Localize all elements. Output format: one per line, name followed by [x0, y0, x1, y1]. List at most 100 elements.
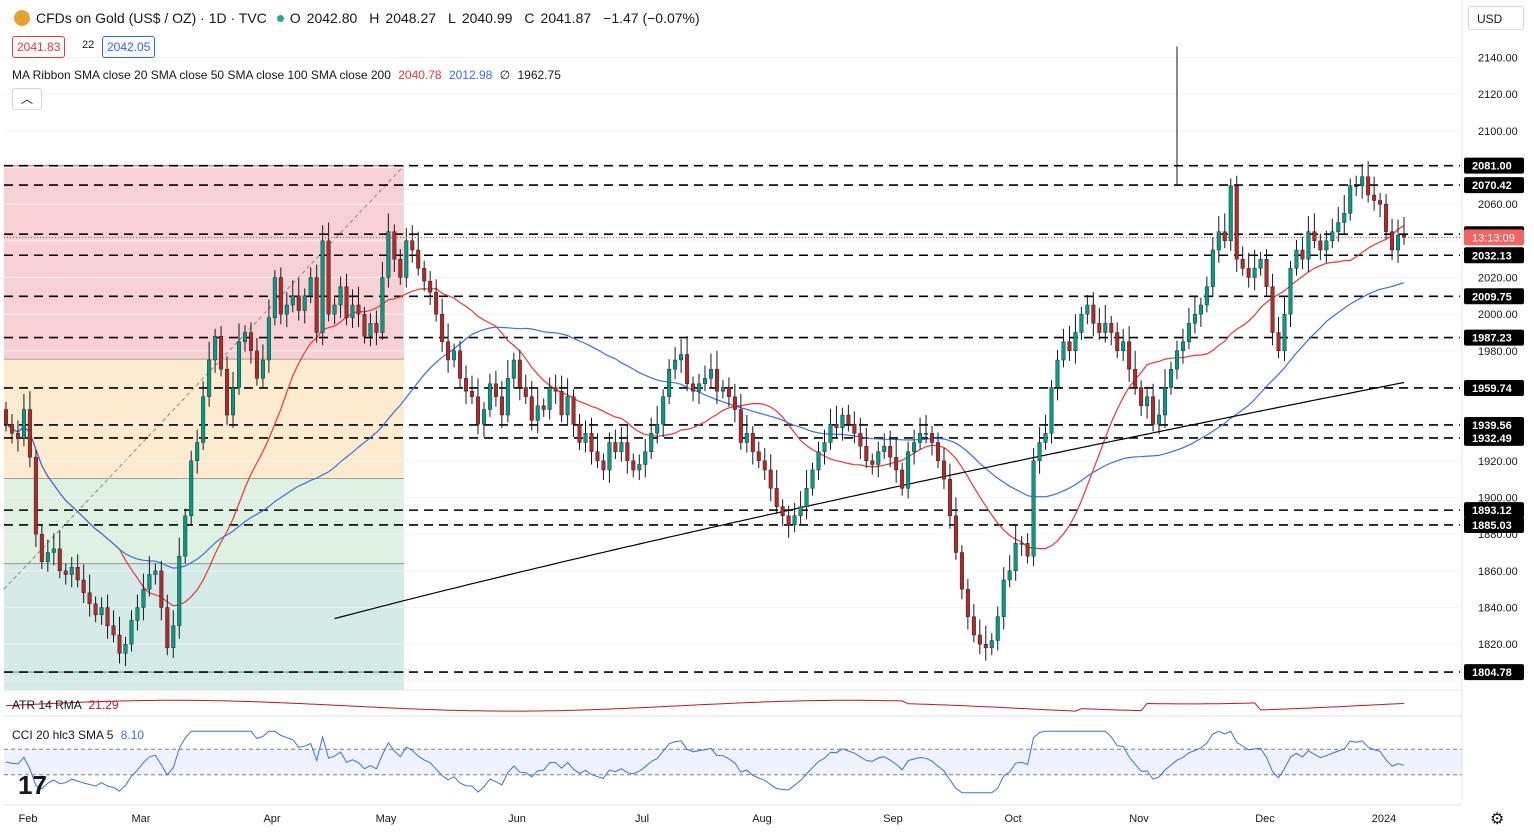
candle-body — [685, 354, 690, 385]
candle-body — [1007, 570, 1012, 581]
sma100-value: ∅ — [499, 68, 511, 82]
fib-zone — [4, 478, 404, 564]
time-axis[interactable]: Feb Mar Apr May Jun Jul Aug Sep Oct Nov Dec 2024 — [19, 813, 1397, 825]
sma20-value: 2040.78 — [398, 68, 442, 82]
sma200-line — [334, 381, 1405, 620]
candle-body — [284, 304, 289, 315]
candle-body — [1324, 240, 1329, 251]
symbol-title[interactable]: CFDs on Gold (US$ / OZ) · 1D · TVC — [36, 10, 267, 26]
level-price-label: 1804.78 — [1472, 667, 1512, 679]
candle-body — [876, 451, 881, 465]
candle-body — [1133, 368, 1138, 388]
candle-body — [219, 335, 224, 370]
price-change: −1.47 (−0.07%) — [603, 10, 700, 26]
candle-body — [774, 488, 779, 507]
fib-zone — [4, 165, 404, 360]
atr-legend[interactable]: ATR 14 RMA 21.29 — [12, 698, 119, 712]
candle-body — [816, 451, 821, 471]
candle-body — [1055, 359, 1060, 388]
candle-body — [870, 460, 875, 465]
candle-body — [278, 277, 283, 315]
ma-ribbon-legend[interactable]: MA Ribbon SMA close 20 SMA close 50 SMA … — [12, 68, 561, 82]
candle-body — [977, 634, 982, 645]
candle-body — [225, 368, 230, 416]
candle-body — [1378, 200, 1383, 205]
level-price-badge — [1464, 416, 1524, 433]
price-tick-label: 2140.00 — [1478, 53, 1518, 65]
candle-body — [906, 451, 911, 489]
time-tick-label: May — [376, 813, 397, 825]
time-tick-label: Nov — [1129, 813, 1149, 825]
candle-body — [1222, 231, 1227, 242]
candle-body — [924, 433, 929, 435]
level-price-badge — [1464, 379, 1524, 396]
candle-body — [314, 277, 319, 333]
candle-body — [99, 607, 104, 616]
candle-body — [1174, 350, 1179, 370]
level-price-label: 1893.12 — [1472, 505, 1512, 517]
candle-body — [1372, 194, 1377, 201]
candle-body — [201, 396, 206, 443]
candle-body — [792, 515, 797, 526]
candle-body — [440, 313, 445, 342]
candle-body — [141, 588, 146, 608]
candle-body — [452, 350, 457, 361]
candle-body — [33, 456, 38, 535]
candle-body — [63, 570, 68, 575]
atr-label: ATR 14 RMA — [12, 698, 82, 712]
candle-body — [1091, 304, 1096, 324]
candle-body — [350, 304, 355, 319]
candle-body — [583, 433, 588, 443]
gear-icon[interactable]: ⚙ — [1490, 811, 1505, 828]
candle-body — [577, 423, 582, 443]
candle-body — [553, 387, 558, 392]
candle-body — [1013, 543, 1018, 572]
candle-body — [1348, 185, 1353, 214]
candle-body — [900, 469, 905, 489]
candle-body — [290, 295, 295, 306]
candle-body — [39, 533, 44, 562]
candle-body — [183, 515, 188, 557]
moving-average-lines — [5, 224, 1405, 620]
candle-body — [171, 625, 176, 649]
candle-body — [338, 286, 343, 306]
candle-body — [105, 607, 110, 627]
candle-body — [547, 387, 552, 410]
candle-body — [248, 332, 253, 352]
candle-body — [1288, 268, 1293, 315]
candle-body — [936, 442, 940, 462]
cci-legend[interactable]: CCI 20 hlc3 SMA 5 8.10 — [12, 728, 144, 742]
candle-body — [714, 368, 719, 392]
price-axis[interactable]: 1820.001840.001860.001880.001900.001920.… — [1461, 0, 1534, 833]
candle-body — [57, 548, 62, 572]
candle-body — [1258, 258, 1263, 269]
candle-body — [1067, 341, 1072, 352]
candle-body — [1318, 240, 1323, 251]
level-price-badge — [1464, 429, 1524, 446]
candle-body — [15, 433, 20, 440]
level-price-label: 2009.75 — [1472, 291, 1512, 303]
candle-body — [1043, 433, 1048, 443]
candle-body — [464, 378, 469, 392]
currency-selector[interactable]: USD — [1468, 6, 1524, 30]
atr-value: 21.29 — [88, 698, 119, 712]
candle-body — [1312, 231, 1317, 242]
candle-body — [1169, 368, 1173, 388]
candle-body — [595, 451, 600, 462]
candle-body — [260, 359, 265, 379]
ask-price-button[interactable]: 2042.05 — [102, 36, 156, 58]
symbol-header[interactable]: CFDs on Gold (US$ / OZ) · 1D · TVC O 2042.… — [36, 10, 706, 26]
ohlc-close: C 2041.87 — [524, 10, 592, 26]
price-tick-label: 1860.00 — [1478, 566, 1518, 578]
level-price-badge — [1464, 664, 1524, 681]
candle-body — [918, 433, 923, 443]
candle-body — [971, 616, 976, 636]
level-price-badge — [1464, 157, 1524, 174]
candle-body — [1354, 185, 1359, 188]
tradingview-logo-icon[interactable]: 17 — [18, 770, 47, 800]
bid-price-button[interactable]: 2041.83 — [12, 36, 66, 58]
price-tick-label: 1820.00 — [1478, 639, 1518, 651]
collapse-legend-button[interactable]: ︿ — [12, 88, 42, 110]
candle-body — [1025, 543, 1030, 557]
